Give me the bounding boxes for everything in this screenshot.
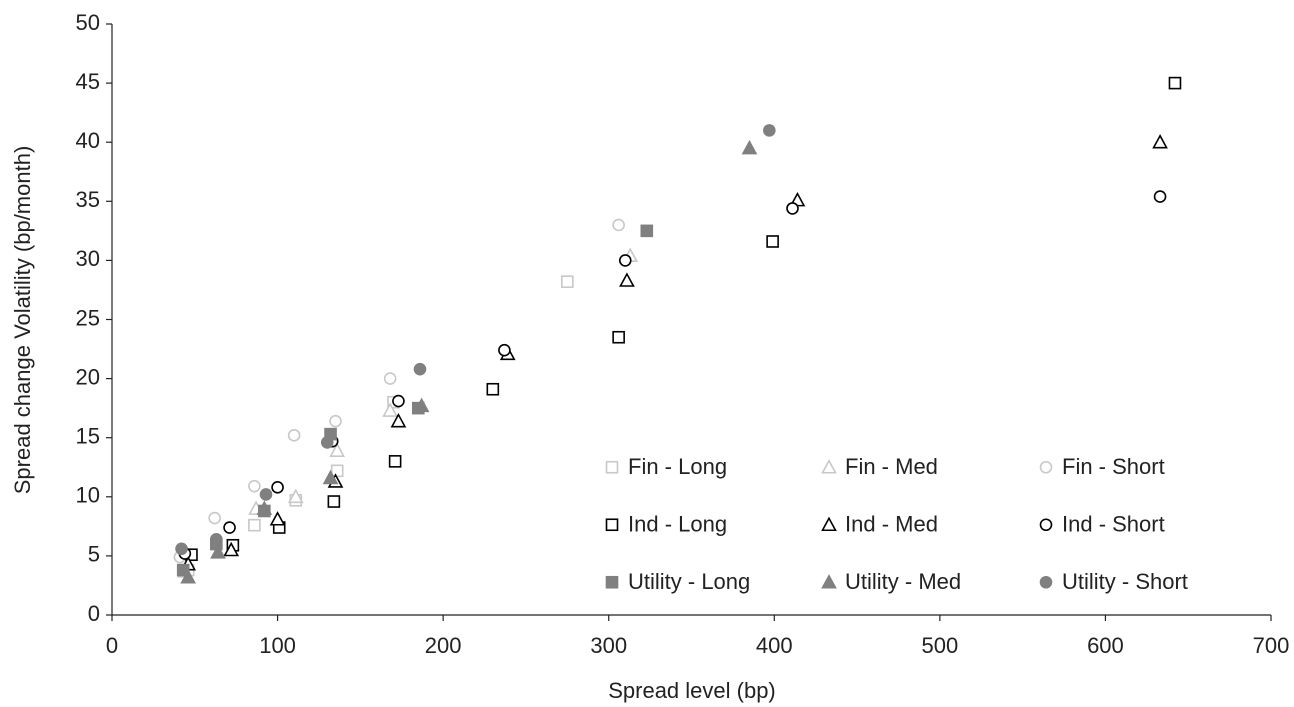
point — [786, 202, 799, 215]
legend-marker — [1039, 575, 1053, 589]
legend-marker — [821, 459, 837, 474]
point — [329, 442, 346, 458]
x-tick-label: 700 — [1253, 633, 1290, 658]
y-tick-label: 15 — [76, 424, 100, 449]
x-tick-label: 400 — [756, 633, 793, 658]
legend-marker — [605, 460, 619, 474]
point — [741, 139, 758, 155]
point — [413, 362, 427, 376]
legend-marker — [605, 575, 619, 589]
point — [210, 544, 226, 559]
y-tick-label: 10 — [76, 483, 100, 508]
legend-label: Utility - Med — [845, 569, 961, 594]
point — [256, 500, 273, 515]
legend-label: Ind - Short — [1062, 512, 1165, 537]
point — [271, 481, 284, 494]
point — [383, 372, 397, 385]
y-tick-label: 50 — [76, 10, 100, 35]
y-axis-label: Spread change Volatility (bp/month) — [10, 146, 35, 495]
point — [612, 218, 625, 232]
point — [618, 254, 632, 267]
point — [498, 343, 511, 357]
legend-label: Fin - Long — [628, 454, 727, 479]
y-tick-label: 5 — [88, 542, 100, 567]
y-tick-label: 35 — [76, 187, 100, 212]
point — [640, 224, 654, 238]
point — [486, 382, 500, 396]
x-tick-label: 300 — [590, 633, 627, 658]
point — [248, 518, 261, 532]
point — [287, 488, 304, 504]
point — [223, 521, 236, 534]
point — [248, 479, 261, 493]
point — [329, 414, 342, 428]
x-tick-label: 200 — [425, 633, 462, 658]
legend-label: Fin - Short — [1062, 454, 1165, 479]
point — [175, 542, 188, 556]
legend-label: Ind - Med — [845, 512, 938, 537]
point — [1153, 190, 1167, 203]
point — [223, 541, 240, 557]
y-tick-label: 40 — [76, 128, 100, 153]
point — [392, 394, 405, 408]
legend-label: Utility - Long — [628, 569, 750, 594]
point — [320, 436, 334, 449]
legend-marker — [1039, 460, 1053, 474]
legend-marker — [821, 516, 837, 532]
y-tick-label: 30 — [76, 246, 100, 271]
legend-marker — [821, 574, 837, 589]
point — [210, 533, 223, 546]
x-axis-label: Spread level (bp) — [608, 678, 776, 703]
point — [766, 235, 779, 248]
y-tick-label: 0 — [88, 601, 100, 626]
x-tick-label: 100 — [259, 633, 296, 658]
point — [763, 124, 776, 137]
point — [612, 330, 625, 344]
x-tick-label: 500 — [921, 633, 958, 658]
point — [1152, 134, 1168, 149]
point — [330, 464, 344, 478]
point — [382, 402, 399, 417]
point — [413, 397, 430, 413]
point — [1168, 76, 1182, 90]
legend-marker — [605, 518, 619, 532]
point — [287, 429, 301, 442]
x-tick-label: 600 — [1087, 633, 1124, 658]
point — [561, 275, 574, 288]
legend-marker — [1039, 518, 1053, 532]
legend-label: Utility - Short — [1062, 569, 1188, 594]
point — [208, 511, 221, 525]
point — [322, 469, 339, 485]
point — [390, 412, 407, 428]
point — [619, 272, 635, 287]
y-tick-label: 25 — [76, 305, 100, 330]
point — [180, 568, 197, 584]
point — [269, 511, 286, 526]
x-tick-label: 0 — [106, 633, 118, 658]
y-tick-label: 45 — [76, 69, 100, 94]
point — [388, 455, 402, 468]
legend-label: Ind - Long — [628, 512, 727, 537]
point — [259, 488, 273, 501]
y-tick-label: 20 — [76, 364, 100, 389]
point — [327, 495, 341, 508]
legend-label: Fin - Med — [845, 454, 938, 479]
